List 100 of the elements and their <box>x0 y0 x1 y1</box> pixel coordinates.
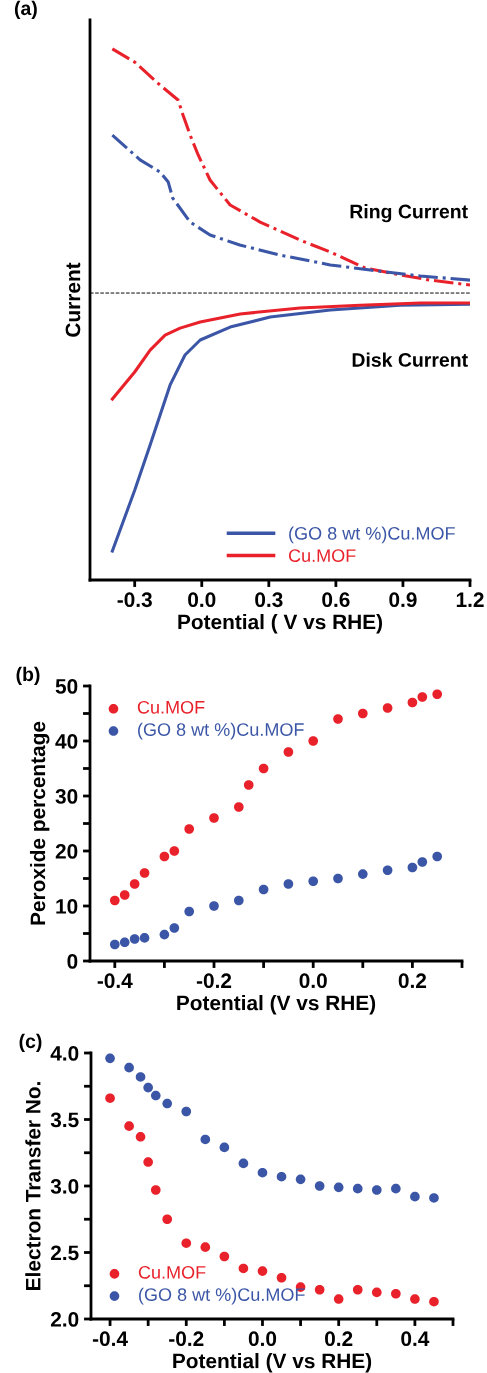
point <box>417 692 428 702</box>
point <box>429 1296 439 1307</box>
point <box>429 1193 439 1203</box>
y-tick-label: 4.0 <box>50 1046 79 1061</box>
y-tick-label: 2.5 <box>50 1245 79 1261</box>
legend-label: Cu.MOF <box>288 549 356 562</box>
point <box>143 1082 153 1093</box>
y-tick-label: 10 <box>56 899 78 914</box>
legend-label: (GO 8 wt %)Cu.MOF <box>138 722 304 740</box>
point <box>159 851 170 862</box>
point <box>382 865 393 876</box>
x-axis-title: Potential (V vs RHE) <box>177 995 376 1015</box>
chart-title: (a) <box>14 0 37 19</box>
point <box>150 1090 161 1101</box>
point <box>129 879 140 889</box>
y-tick-label: 40 <box>55 734 78 749</box>
point <box>135 1072 146 1082</box>
x-axis-title: Potential ( V vs RHE) <box>178 614 382 634</box>
legend-label: (GO 8 wt %)Cu.MOF <box>289 526 455 544</box>
y-tick-label: 20 <box>55 844 78 859</box>
point <box>308 736 319 746</box>
point <box>139 868 150 878</box>
x-tick-label: -0.4 <box>92 1331 128 1347</box>
point <box>391 1183 401 1194</box>
point <box>139 933 150 943</box>
x-tick-label: 0.3 <box>255 592 283 608</box>
point <box>238 1158 249 1169</box>
x-tick-label: -0.3 <box>117 592 152 608</box>
x-tick-label: 0.2 <box>325 1331 353 1347</box>
x-axis-title: Potential (V vs RHE) <box>173 1353 372 1373</box>
point <box>233 895 244 906</box>
x-tick-label: -0.2 <box>169 1331 204 1347</box>
point <box>314 1181 325 1191</box>
point <box>162 1098 173 1109</box>
point <box>276 1171 287 1182</box>
point <box>257 1167 268 1178</box>
point <box>124 1121 134 1131</box>
point <box>410 1294 420 1304</box>
point <box>382 703 393 713</box>
point <box>258 763 269 774</box>
point <box>119 890 130 900</box>
point <box>219 1142 230 1153</box>
x-tick-label: -0.4 <box>97 973 133 989</box>
point <box>333 714 343 724</box>
chart-title: (b) <box>16 666 40 685</box>
annotation: Disk Current <box>352 352 468 367</box>
point <box>333 1294 344 1304</box>
point <box>333 873 343 884</box>
point <box>109 895 120 906</box>
point <box>391 1288 401 1299</box>
y-tick-label: 3.5 <box>50 1112 79 1128</box>
chart-title: (c) <box>19 1033 42 1052</box>
point <box>314 1284 325 1295</box>
legend-label: Cu.MOF <box>138 1265 206 1279</box>
point <box>209 901 219 911</box>
point <box>257 1266 268 1276</box>
point <box>352 1284 363 1295</box>
point <box>162 1214 173 1225</box>
point <box>119 937 130 948</box>
legend-label: (GO 8 wt %)Cu.MOF <box>139 1287 305 1305</box>
point <box>407 862 418 873</box>
point <box>357 708 368 719</box>
y-axis-title: Electron Transfer No. <box>25 1082 41 1290</box>
point <box>276 1272 287 1283</box>
point <box>184 824 195 834</box>
point <box>258 884 269 895</box>
point <box>308 876 319 887</box>
x-tick-label: 0.6 <box>322 592 350 608</box>
point <box>371 1185 382 1195</box>
x-tick-label: 0.0 <box>299 973 327 989</box>
x-tick-label: 0.9 <box>389 592 417 608</box>
annotation: Ring Current <box>350 204 468 223</box>
point <box>209 813 219 823</box>
point <box>181 1106 192 1117</box>
y-tick-label: 50 <box>55 679 78 694</box>
legend-label: Cu.MOF <box>137 700 205 714</box>
point <box>407 697 418 708</box>
x-tick-label: 0.2 <box>398 973 427 989</box>
y-axis-title: Current <box>65 262 81 337</box>
point <box>357 869 368 879</box>
point <box>238 1263 249 1274</box>
point <box>352 1183 363 1194</box>
point <box>295 1174 306 1185</box>
point <box>219 1251 230 1262</box>
point <box>432 689 443 700</box>
point <box>129 934 140 944</box>
point <box>124 1062 134 1073</box>
point <box>105 1053 115 1064</box>
point <box>150 1185 161 1195</box>
x-tick-label: 0.4 <box>401 1331 430 1347</box>
point <box>243 780 254 790</box>
point <box>200 1242 211 1252</box>
y-tick-label: 2.0 <box>50 1312 79 1327</box>
point <box>109 939 120 950</box>
point <box>159 929 170 940</box>
y-axis-title: Peroxide percentage <box>29 721 50 925</box>
point <box>233 802 244 812</box>
point <box>410 1191 420 1202</box>
y-tick-label: 30 <box>55 789 78 804</box>
point <box>432 851 443 862</box>
